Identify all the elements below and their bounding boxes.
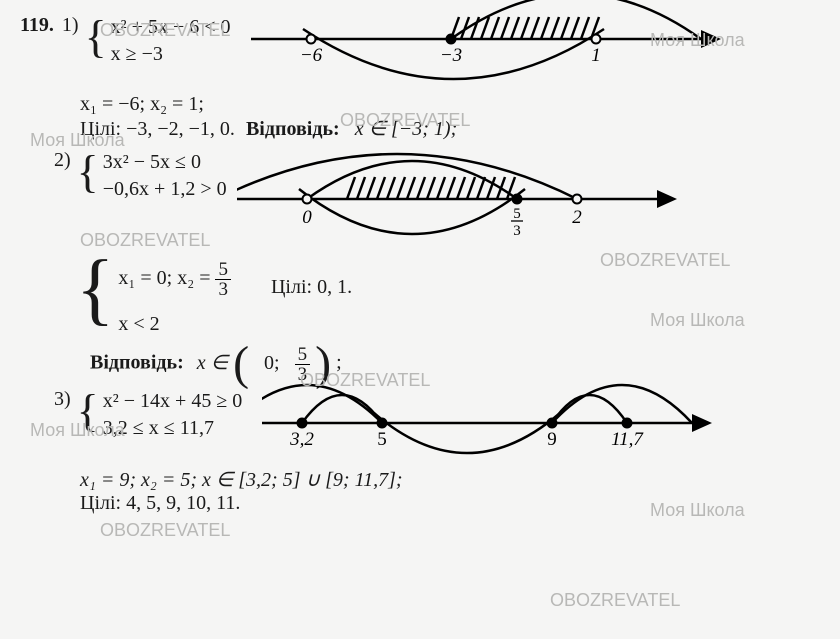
system-3: x² − 14x + 45 ≥ 0 3,2 ≤ x ≤ 11,7: [103, 388, 243, 442]
svg-text:−6: −6: [299, 45, 322, 66]
svg-text:2: 2: [572, 207, 582, 228]
diagram-1: −6 −3 1: [251, 0, 721, 89]
answer-label-1: Відповідь:: [246, 118, 340, 140]
answer-label-2: Відповідь:: [90, 352, 184, 374]
diagram-3: 3,2 5 9 11,7: [262, 373, 712, 463]
integers-3: 4, 5, 9, 10, 11.: [126, 492, 240, 514]
system-2: 3x² − 5x ≤ 0 −0,6x + 1,2 > 0: [103, 149, 227, 203]
integers-2: 0, 1.: [317, 276, 352, 298]
part-label-1: 1): [62, 14, 79, 37]
svg-text:5: 5: [378, 429, 388, 450]
svg-text:−3: −3: [439, 45, 461, 66]
brace-icon: {: [77, 388, 99, 434]
svg-text:5: 5: [513, 206, 521, 222]
system-1: x² + 5x − 6 < 0 x ≥ −3: [111, 14, 231, 68]
svg-text:3: 3: [513, 223, 521, 239]
integers-1: −3, −2, −1, 0.: [126, 118, 235, 140]
watermark-text: OBOZREVATEL: [100, 520, 230, 541]
part-label-2: 2): [54, 149, 71, 172]
problem-number: 119.: [20, 14, 54, 37]
fraction: 5 3: [215, 260, 231, 299]
answer-prefix-2: x ∈: [197, 352, 228, 374]
answer-1: x ∈ [−3; 1);: [355, 118, 458, 140]
watermark-text: OBOZREVATEL: [550, 590, 680, 611]
svg-text:11,7: 11,7: [611, 429, 644, 450]
left-paren-icon: (: [233, 344, 249, 384]
roots-1: x₁ = −6; x₂ = 1;: [80, 93, 820, 116]
svg-text:1: 1: [591, 45, 601, 66]
diagram-2: 0 53 2: [237, 139, 677, 254]
sub-system-2: x₁ = 0; x₂ = 5 3 x < 2: [118, 254, 231, 338]
brace-icon: {: [76, 254, 114, 324]
brace-icon: {: [85, 14, 107, 60]
svg-text:0: 0: [302, 207, 312, 228]
brace-icon: {: [77, 149, 99, 195]
integers-label-1: Цілі:: [80, 118, 121, 140]
svg-text:9: 9: [548, 429, 558, 450]
part-label-3: 3): [54, 388, 71, 411]
integers-label-2: Цілі:: [271, 276, 312, 298]
integers-label-3: Цілі:: [80, 492, 121, 514]
svg-text:3,2: 3,2: [289, 429, 314, 450]
roots-3: x₁ = 9; x₂ = 5; x ∈ [3,2; 5] ∪ [9; 11,7]…: [80, 467, 820, 492]
